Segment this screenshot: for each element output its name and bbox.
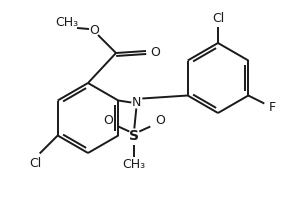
Text: Cl: Cl xyxy=(212,12,224,25)
Text: O: O xyxy=(155,114,165,127)
Text: O: O xyxy=(103,114,113,127)
Text: CH₃: CH₃ xyxy=(123,158,146,171)
Text: O: O xyxy=(150,46,160,59)
Text: CH₃: CH₃ xyxy=(55,16,78,28)
Text: F: F xyxy=(269,101,276,114)
Text: N: N xyxy=(132,96,141,109)
Text: O: O xyxy=(89,24,99,38)
Text: S: S xyxy=(129,130,139,144)
Text: Cl: Cl xyxy=(30,157,42,170)
